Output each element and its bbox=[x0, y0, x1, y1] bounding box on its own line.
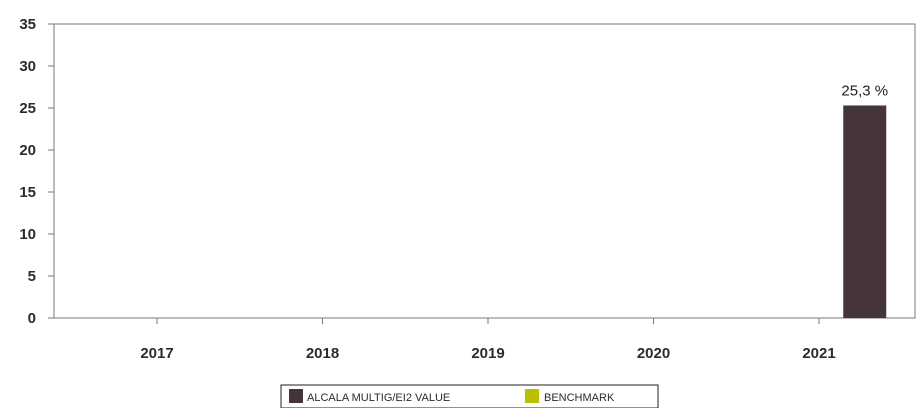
x-tick-label: 2019 bbox=[471, 345, 504, 362]
y-tick-label: 20 bbox=[19, 142, 36, 159]
x-tick-label: 2018 bbox=[306, 345, 339, 362]
data-labels: 25,3 % bbox=[841, 82, 888, 99]
legend-swatch bbox=[289, 389, 303, 403]
legend: ALCALA MULTIG/EI2 VALUE BENCHMARK bbox=[280, 384, 659, 408]
data-label: 25,3 % bbox=[841, 82, 888, 99]
y-tick-label: 10 bbox=[19, 226, 36, 243]
y-tick-label: 30 bbox=[19, 58, 36, 75]
x-tick-label: 2021 bbox=[802, 345, 835, 362]
plot-border bbox=[53, 23, 916, 319]
y-axis: 0 5 10 15 20 25 30 35 bbox=[19, 16, 54, 327]
bar-alcala-2021 bbox=[843, 105, 887, 318]
legend-box bbox=[280, 384, 659, 408]
legend-swatch bbox=[525, 389, 539, 403]
y-tick-label: 25 bbox=[19, 100, 36, 117]
y-tick-label: 15 bbox=[19, 184, 36, 201]
x-tick-label: 2020 bbox=[637, 345, 670, 362]
legend-label: BENCHMARK bbox=[544, 392, 615, 404]
legend-label: ALCALA MULTIG/EI2 VALUE bbox=[307, 392, 450, 404]
y-tick-label: 0 bbox=[28, 310, 36, 327]
bars bbox=[843, 105, 887, 318]
x-axis: 2017 2018 2019 2020 2021 bbox=[140, 318, 836, 362]
plot-frame bbox=[53, 23, 916, 319]
y-tick-label: 35 bbox=[19, 16, 36, 33]
y-tick-label: 5 bbox=[28, 268, 36, 285]
x-tick-label: 2017 bbox=[140, 345, 173, 362]
